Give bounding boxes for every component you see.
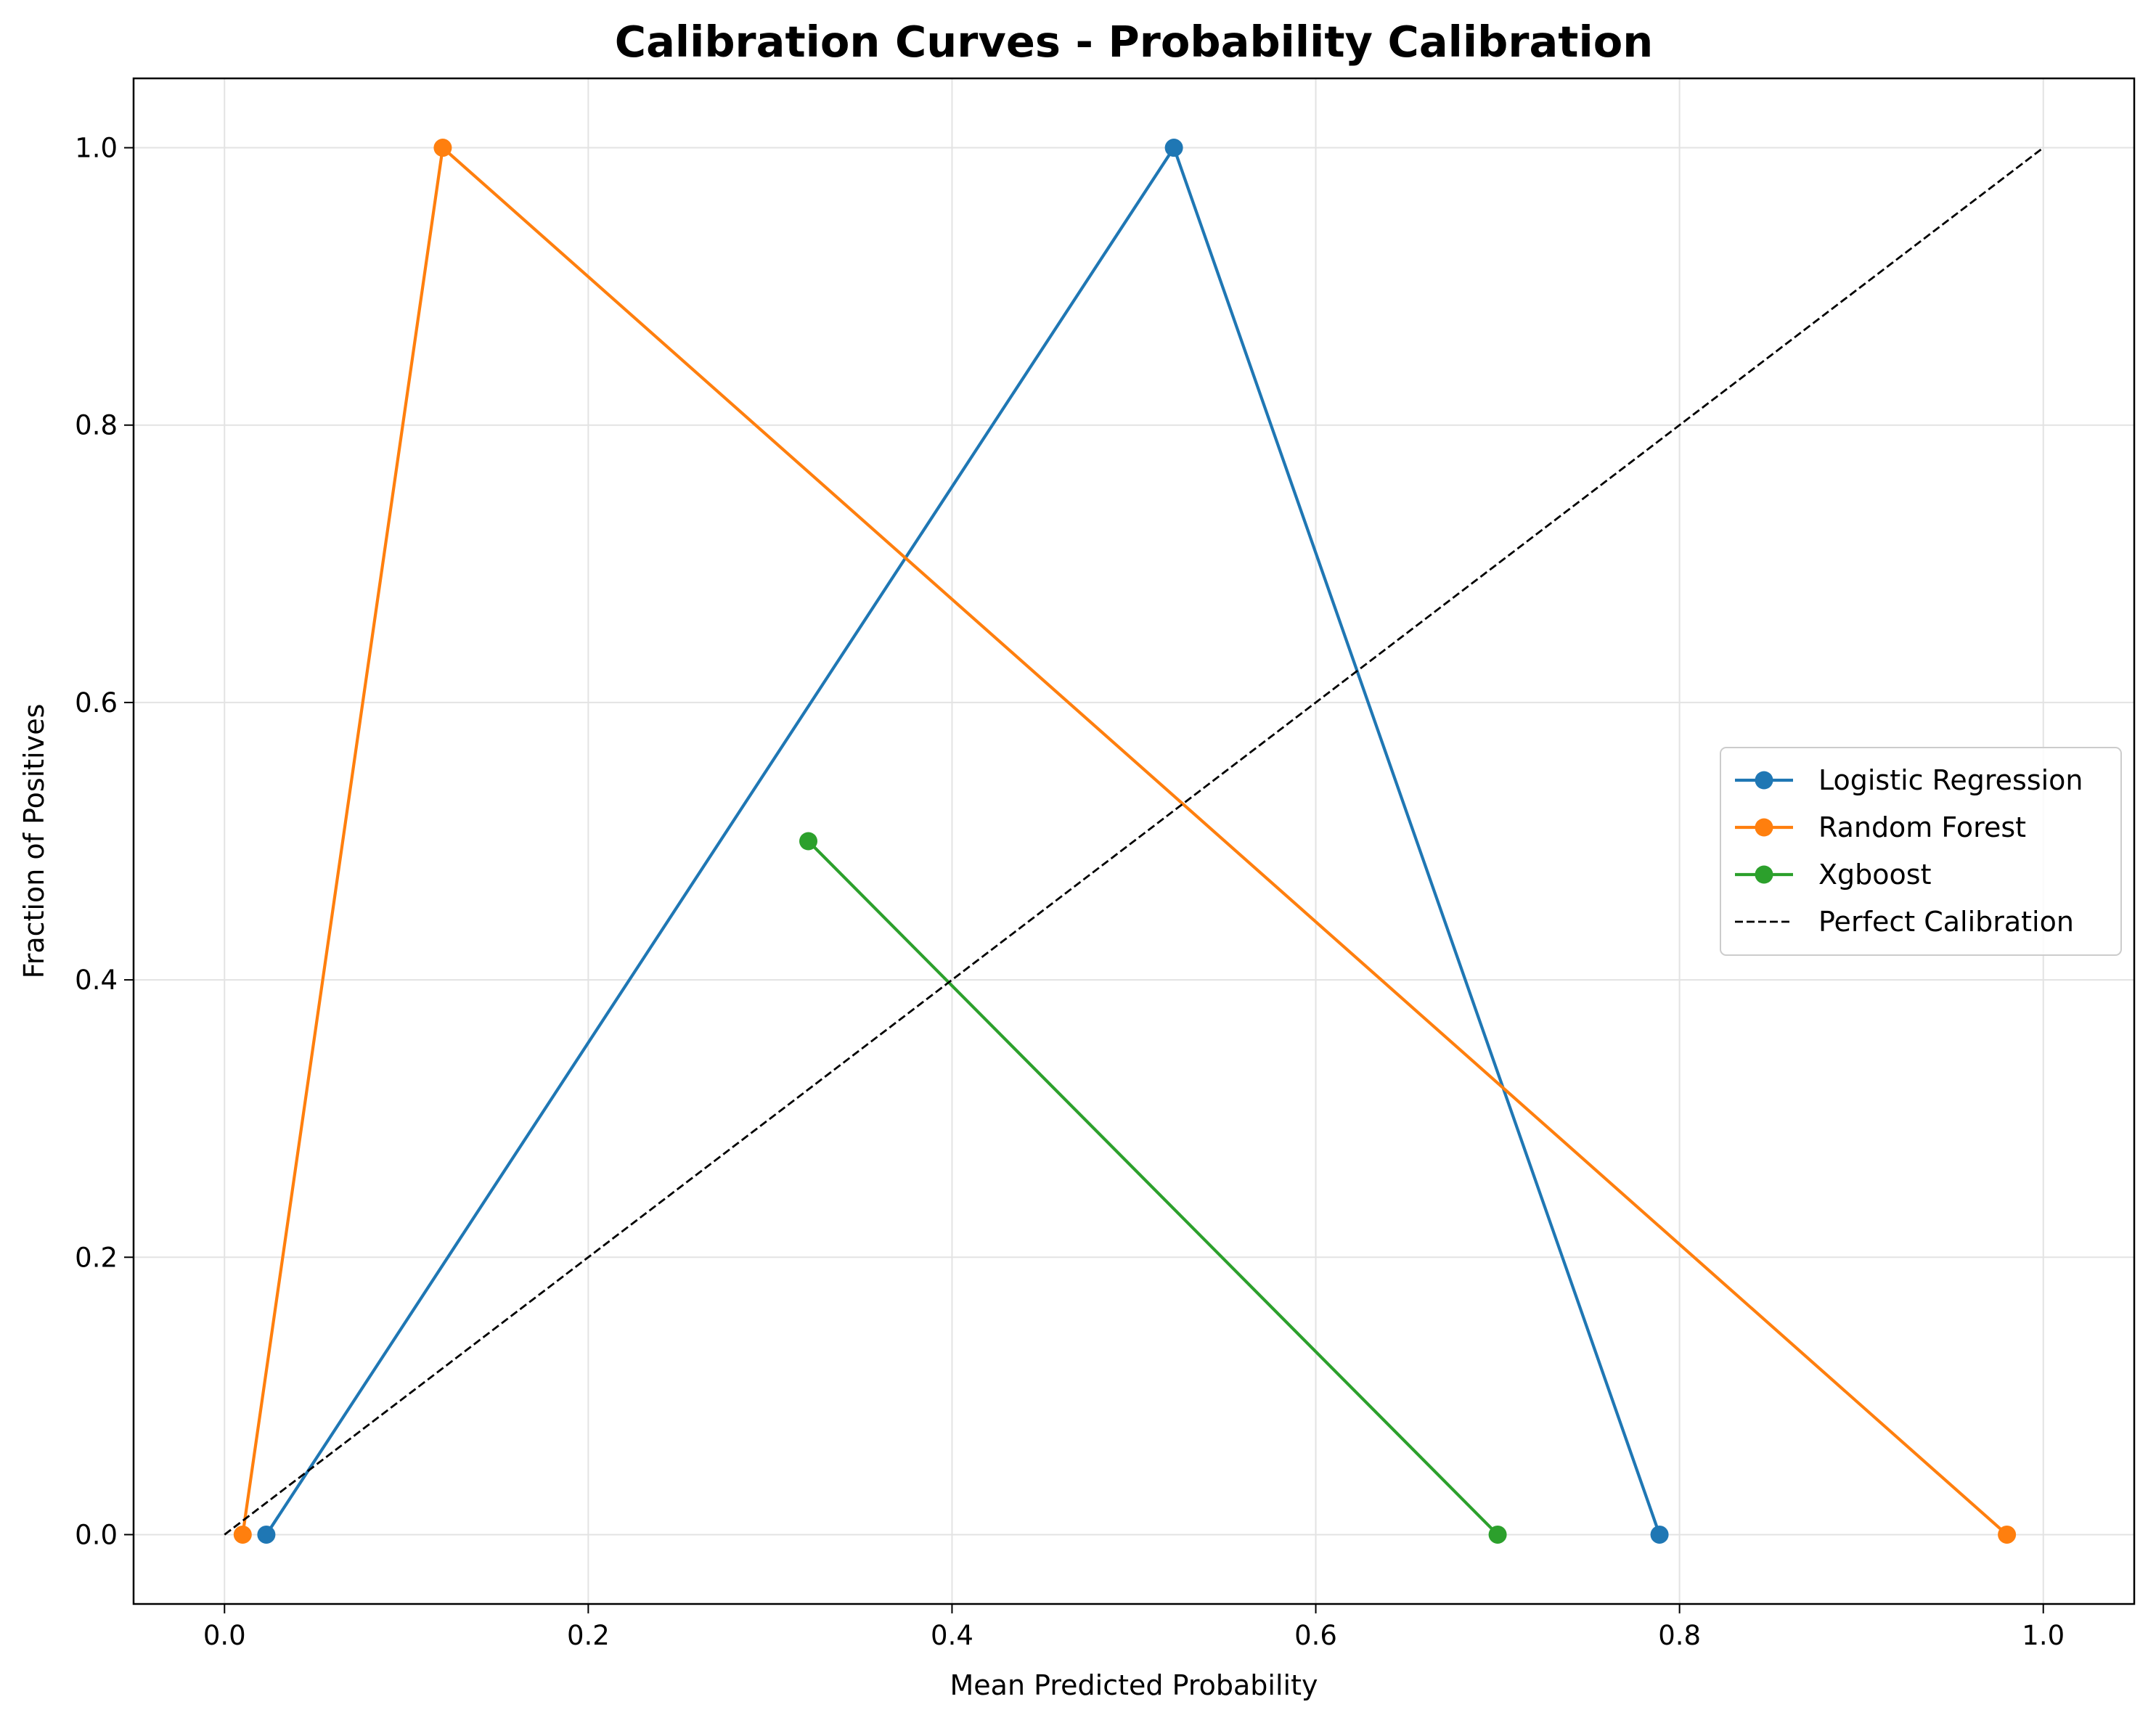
legend-label-xgboost: Xgboost [1818,859,1931,891]
series-layer [224,139,2044,1544]
data-point-xgboost [1488,1525,1507,1544]
y-tick-label: 0.6 [75,687,118,719]
y-tick-label: 0.0 [75,1519,118,1550]
y-axis-label: Fraction of Positives [18,704,50,979]
legend-marker-logistic-regression [1755,771,1773,790]
data-point-xgboost [799,832,818,851]
series-line-perfect-calibration [224,147,2044,1536]
legend-marker-random-forest [1755,818,1773,837]
legend-box [1720,747,2122,956]
legend-label-perfect-calibration: Perfect Calibration [1818,906,2074,938]
y-tick-label: 0.2 [75,1242,118,1273]
x-tick-label: 0.6 [1294,1620,1337,1651]
data-point-random-forest [1998,1525,2017,1544]
plot-frame [132,77,2136,1605]
legend-marker-xgboost [1755,865,1773,884]
data-point-random-forest [433,139,452,157]
x-tick-label: 0.2 [567,1620,610,1651]
data-point-logistic-regression [257,1525,276,1544]
legend[interactable]: Logistic Regression Random Forest Xgboost P… [1720,747,2122,956]
legend-label-logistic-regression: Logistic Regression [1818,764,2083,796]
x-axis-label: Mean Predicted Probability [950,1669,1318,1701]
ticks: 0.0 0.2 0.4 0.6 0.8 1.0 0.0 0.2 0.4 0.6 0.8 1.0 [75,133,2065,1651]
x-tick-label: 0.0 [203,1620,246,1651]
legend-label-random-forest: Random Forest [1818,811,2026,843]
x-tick-label: 0.4 [931,1620,973,1651]
grid [134,78,2134,1604]
x-tick-label: 0.8 [1658,1620,1701,1651]
chart-title: Calibration Curves - Probability Calibra… [615,17,1653,67]
data-point-logistic-regression [1650,1525,1669,1544]
x-tick-label: 1.0 [2022,1620,2065,1651]
data-point-logistic-regression [1164,139,1183,157]
series-line-xgboost [807,840,1499,1536]
y-tick-label: 0.4 [75,965,118,996]
y-tick-label: 1.0 [75,133,118,164]
y-tick-label: 0.8 [75,410,118,441]
data-point-random-forest [233,1525,252,1544]
